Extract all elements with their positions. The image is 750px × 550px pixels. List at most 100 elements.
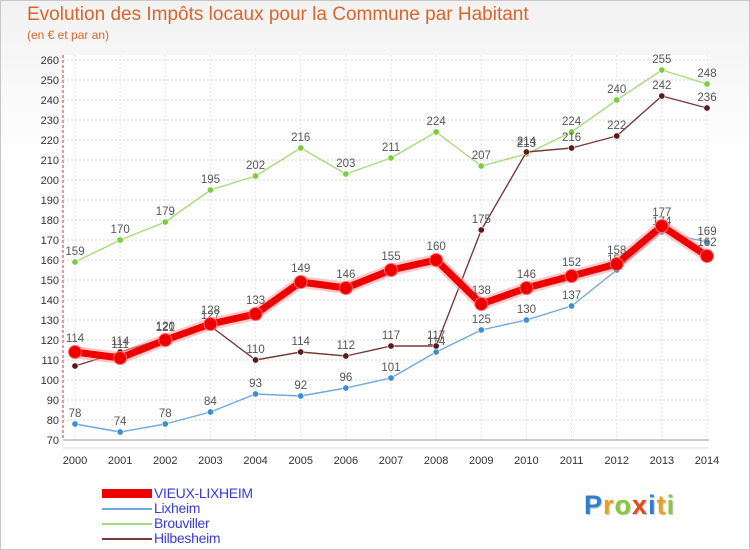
data-label: 125 xyxy=(472,314,491,326)
data-point xyxy=(206,408,214,416)
x-tick-label: 2006 xyxy=(334,455,358,467)
data-label: 111 xyxy=(111,339,128,351)
data-point xyxy=(342,384,350,392)
x-tick-label: 2009 xyxy=(469,455,493,467)
data-label: 224 xyxy=(427,116,447,128)
legend-label: Brouviller xyxy=(154,515,210,531)
data-label: 133 xyxy=(246,295,265,307)
chart-title: Evolution des Impôts locaux pour la Comm… xyxy=(27,4,529,25)
data-label: 74 xyxy=(114,416,127,428)
y-tick-label: 250 xyxy=(41,75,59,87)
data-point xyxy=(161,420,169,428)
data-label: 110 xyxy=(246,344,264,356)
x-tick-label: 2003 xyxy=(198,455,222,467)
logo-letter: P xyxy=(584,490,604,520)
data-point xyxy=(564,269,579,283)
data-label: 203 xyxy=(336,158,355,170)
data-point xyxy=(252,172,260,180)
data-label: 114 xyxy=(292,336,311,348)
data-label: 211 xyxy=(382,142,400,154)
data-point xyxy=(613,132,621,140)
data-label: 216 xyxy=(291,132,310,144)
legend-label: VIEUX-LIXHEIM xyxy=(154,485,253,501)
y-tick-label: 80 xyxy=(47,415,59,427)
data-label: 170 xyxy=(111,224,130,236)
data-label: 120 xyxy=(156,321,175,333)
data-label: 213 xyxy=(517,138,536,150)
data-label: 130 xyxy=(517,304,536,316)
x-tick-label: 2012 xyxy=(604,455,628,467)
data-label: 96 xyxy=(339,372,352,384)
y-tick-label: 180 xyxy=(41,215,59,227)
data-point xyxy=(432,348,440,356)
data-label: 207 xyxy=(472,150,491,162)
data-point xyxy=(161,218,169,226)
chart-subtitle: (en € et par an) xyxy=(27,28,110,42)
data-label: 224 xyxy=(562,116,582,128)
data-point xyxy=(432,128,440,136)
data-point xyxy=(248,307,263,321)
data-point xyxy=(700,249,714,263)
data-point xyxy=(68,345,82,359)
series-brouviller: 159 170 179 195 202 216 203 211 224 207 213 224 240 2… xyxy=(65,54,717,266)
data-point xyxy=(658,66,666,74)
data-point xyxy=(384,263,398,277)
data-point xyxy=(387,342,395,350)
y-tick-label: 150 xyxy=(41,275,59,287)
y-tick-label: 70 xyxy=(47,435,59,447)
logo-letter: i xyxy=(648,490,657,520)
data-label: 195 xyxy=(201,174,220,186)
data-point xyxy=(568,144,576,152)
data-label: 149 xyxy=(291,263,310,275)
data-point xyxy=(568,302,576,310)
data-label: 84 xyxy=(204,396,217,408)
data-point xyxy=(342,352,350,360)
data-label: 242 xyxy=(652,80,671,92)
legend-swatch xyxy=(102,538,152,540)
data-label: 78 xyxy=(159,408,172,420)
data-label: 179 xyxy=(156,206,175,218)
data-point xyxy=(658,92,666,100)
data-point xyxy=(654,219,669,233)
data-point xyxy=(609,257,624,271)
data-point xyxy=(206,186,214,194)
data-label: 114 xyxy=(111,336,130,348)
data-label: 114 xyxy=(66,333,85,345)
x-tick-label: 2014 xyxy=(695,455,719,467)
y-tick-label: 130 xyxy=(41,315,59,327)
data-point xyxy=(338,281,353,295)
data-point xyxy=(429,253,444,267)
data-label: 138 xyxy=(472,285,491,297)
logo-letter: r xyxy=(603,490,615,520)
data-point xyxy=(568,128,576,136)
data-label: 214 xyxy=(517,136,537,148)
data-point xyxy=(522,148,530,156)
data-label: 158 xyxy=(607,245,626,257)
data-label: 114 xyxy=(427,336,446,348)
data-point xyxy=(387,154,395,162)
x-tick-label: 2000 xyxy=(63,455,87,467)
y-tick-label: 190 xyxy=(41,195,59,207)
data-point xyxy=(116,236,124,244)
data-point xyxy=(387,374,395,382)
y-tick-label: 230 xyxy=(41,115,59,127)
y-tick-label: 100 xyxy=(41,375,59,387)
data-label: 101 xyxy=(381,362,400,374)
data-label: 177 xyxy=(652,207,671,219)
data-label: 121 xyxy=(156,322,175,334)
data-label: 236 xyxy=(697,92,716,104)
x-tick-label: 2001 xyxy=(108,455,132,467)
data-label: 93 xyxy=(249,378,262,390)
data-label: 152 xyxy=(562,257,581,269)
data-point xyxy=(203,317,218,331)
y-tick-label: 140 xyxy=(41,295,59,307)
data-label: 248 xyxy=(697,68,716,80)
x-tick-label: 2011 xyxy=(560,455,584,467)
data-point xyxy=(477,326,485,334)
x-tick-label: 2007 xyxy=(379,455,403,467)
data-label: 159 xyxy=(65,246,84,258)
data-label: 128 xyxy=(201,305,220,317)
data-point xyxy=(297,392,305,400)
data-point xyxy=(432,342,440,350)
